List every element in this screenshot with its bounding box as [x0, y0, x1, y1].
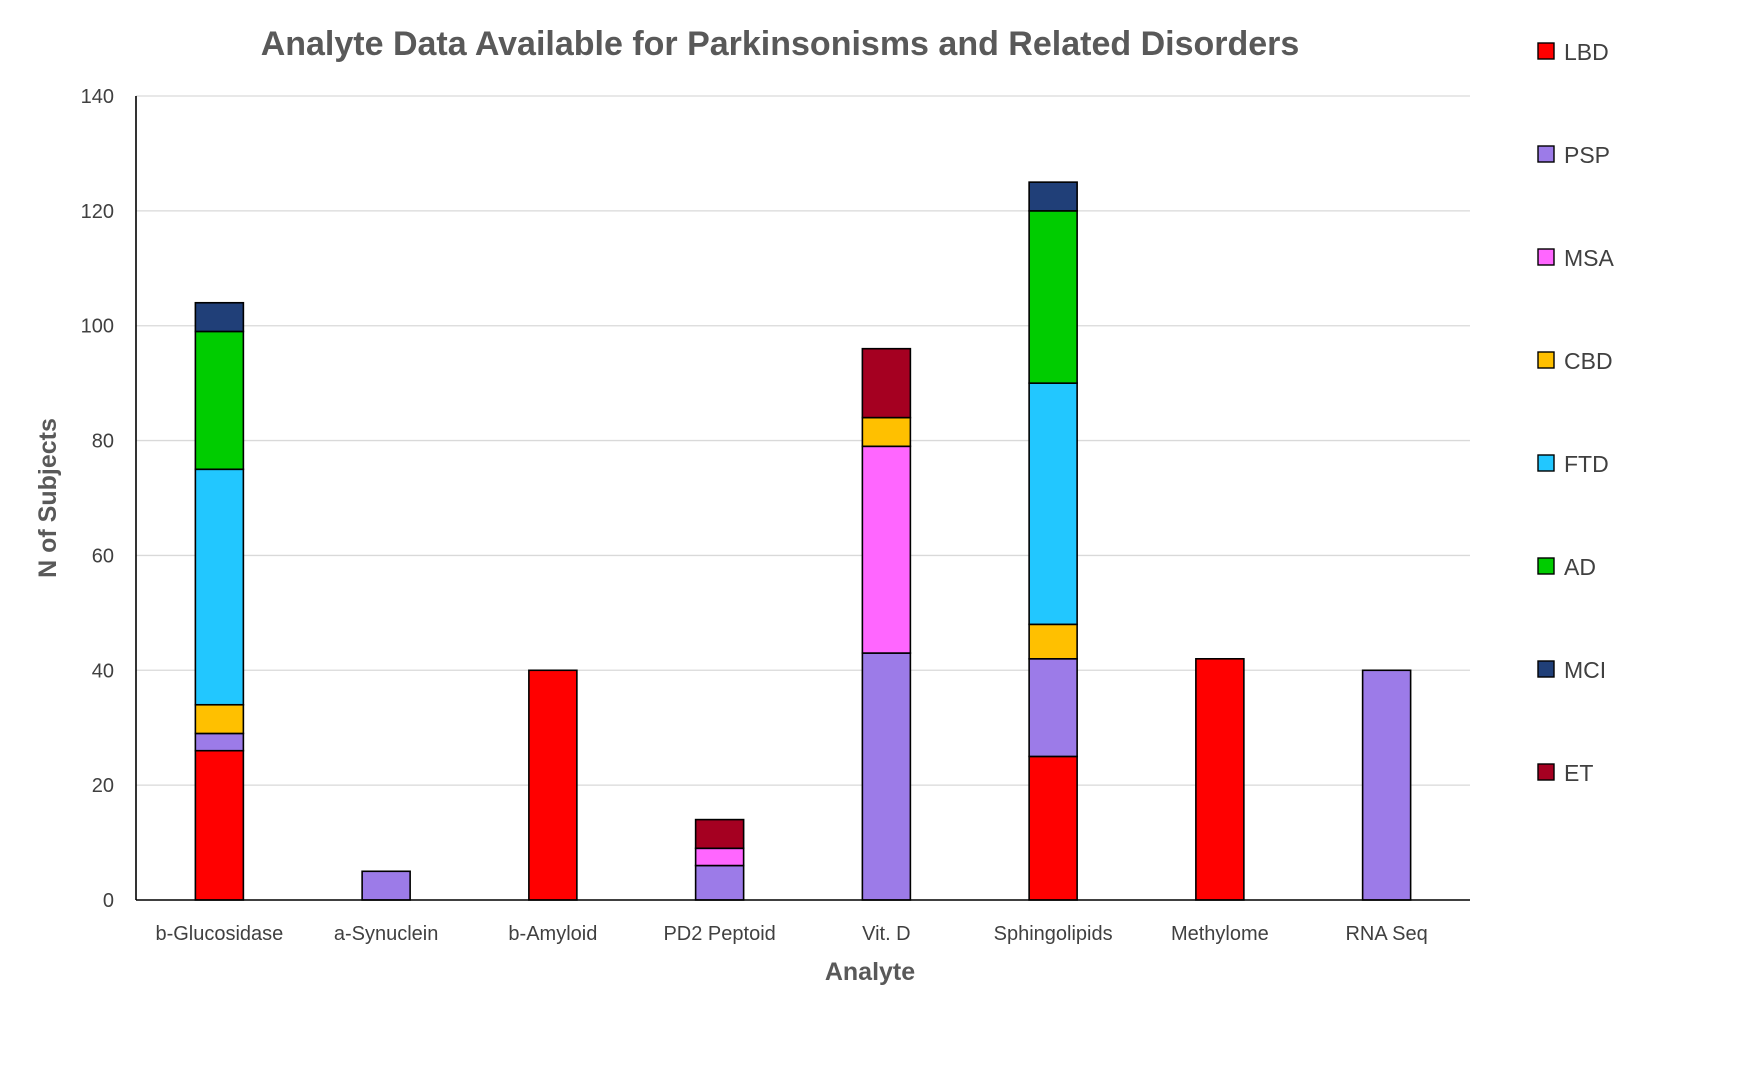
legend-label: LBD [1564, 39, 1609, 65]
y-tick-label: 20 [92, 775, 114, 797]
legend-item-ad: AD [1537, 554, 1596, 580]
bar-segment-ftd [194, 468, 245, 706]
x-tick-labels: b-Glucosidase a-Synuclein b-Amyloid PD2 Pep… [155, 923, 1427, 945]
legend-item-psp: PSP [1537, 142, 1610, 168]
legend-label: MSA [1564, 245, 1615, 271]
bar-segment-psp [361, 870, 411, 901]
bar-segment-ftd [1028, 382, 1078, 626]
gridlines [136, 95, 1470, 786]
legend-swatch [1537, 763, 1555, 781]
x-tick-label: a-Synuclein [334, 923, 439, 945]
legend-swatch [1537, 351, 1555, 369]
legend-item-mci: MCI [1537, 657, 1606, 683]
y-tick-label: 80 [92, 431, 114, 453]
legend-label: PSP [1564, 142, 1610, 168]
y-tick-label: 100 [81, 316, 114, 338]
x-tick-label: b-Amyloid [508, 923, 597, 945]
y-tick-label: 40 [92, 660, 114, 682]
bar-stack-b-glucosidase [194, 301, 245, 901]
bar-segment-ad [194, 330, 245, 471]
chart-title: Analyte Data Available for Parkinsonisms… [261, 25, 1300, 63]
legend-label: AD [1564, 554, 1596, 580]
bar-stack-methylome [1195, 657, 1245, 901]
x-tick-label: b-Glucosidase [155, 923, 283, 945]
bar-stack-a-synuclein [361, 870, 411, 901]
x-tick-label: Vit. D [862, 923, 911, 945]
bar-stack-b-amyloid [528, 669, 578, 901]
legend-swatch [1537, 557, 1555, 575]
bar-segment-mci [194, 301, 245, 333]
bar-segment-psp [194, 732, 245, 752]
legend-swatch [1537, 248, 1555, 266]
bar-segment-lbd [194, 749, 245, 901]
bars [194, 181, 1412, 901]
legend-item-ftd: FTD [1537, 451, 1609, 477]
legend-swatch [1537, 42, 1555, 60]
legend: LBD PSP MSA CBD FTD AD MCI ET [1537, 39, 1615, 786]
bar-segment-lbd [1195, 657, 1245, 901]
legend-label: ET [1564, 760, 1593, 786]
bar-stack-vit-d [861, 347, 912, 901]
legend-label: FTD [1564, 451, 1609, 477]
legend-label: MCI [1564, 657, 1606, 683]
legend-item-lbd: LBD [1537, 39, 1609, 65]
bar-segment-psp [1028, 657, 1078, 758]
bar-stack-rna-seq [1361, 669, 1412, 901]
legend-swatch [1537, 660, 1555, 678]
y-tick-label: 60 [92, 545, 114, 567]
bar-segment-cbd [861, 416, 912, 448]
x-tick-label: Methylome [1171, 923, 1269, 945]
legend-swatch [1537, 145, 1555, 163]
bar-segment-ad [1028, 210, 1078, 384]
bar-stack-pd2-peptoid [694, 818, 745, 901]
x-tick-label: Sphingolipids [994, 923, 1113, 945]
legend-label: CBD [1564, 348, 1613, 374]
legend-item-cbd: CBD [1537, 348, 1613, 374]
bar-segment-cbd [194, 703, 245, 735]
bar-segment-lbd [528, 669, 578, 901]
x-axis-title: Analyte [825, 958, 915, 986]
bar-segment-msa [861, 445, 912, 654]
y-axis-title: N of Subjects [34, 418, 62, 578]
bar-stack-sphingolipids [1028, 181, 1078, 901]
bar-segment-msa [694, 847, 745, 867]
bar-segment-mci [1028, 181, 1078, 212]
y-tick-labels: 0 20 40 60 80 100 120 140 [81, 86, 114, 912]
bar-segment-et [694, 818, 745, 850]
legend-item-et: ET [1537, 760, 1593, 786]
y-tick-label: 120 [81, 201, 114, 223]
legend-item-msa: MSA [1537, 245, 1615, 271]
legend-swatch [1537, 454, 1555, 472]
bar-segment-lbd [1028, 755, 1078, 901]
bar-segment-psp [694, 864, 745, 901]
axes [135, 96, 1470, 901]
bar-segment-et [861, 347, 912, 419]
bar-segment-psp [861, 652, 912, 901]
x-tick-label: RNA Seq [1345, 923, 1427, 945]
bar-segment-psp [1361, 669, 1412, 901]
x-tick-label: PD2 Peptoid [663, 923, 775, 945]
y-tick-label: 140 [81, 86, 114, 108]
bar-segment-cbd [1028, 623, 1078, 660]
y-tick-label: 0 [103, 890, 114, 912]
